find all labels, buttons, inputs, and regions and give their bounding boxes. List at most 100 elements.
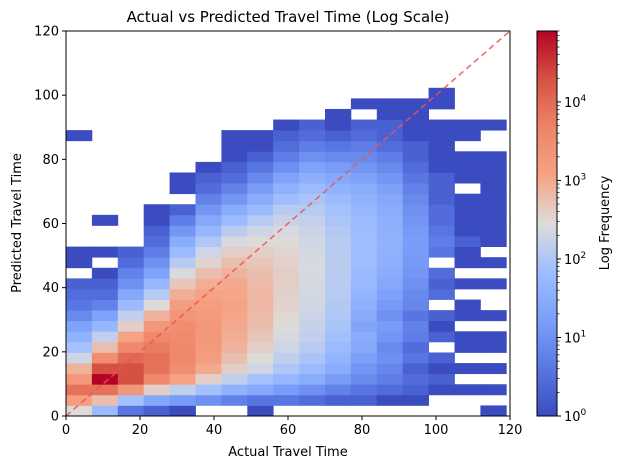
y-tick-label: 100 (34, 89, 59, 104)
colorbar-tick-base: 10 (564, 96, 581, 111)
heatmap-cell (299, 331, 326, 343)
heatmap-cell (350, 130, 378, 142)
heatmap-cell (195, 278, 222, 290)
heatmap-cell (350, 214, 378, 226)
heatmap-cell (350, 172, 378, 184)
heatmap-cell (350, 299, 378, 311)
heatmap-cell (350, 119, 378, 131)
heatmap-cell (221, 225, 248, 237)
heatmap-cell (428, 331, 455, 343)
heatmap-cell (402, 214, 429, 226)
heatmap-cell (325, 119, 352, 131)
heatmap-cell (91, 267, 119, 279)
heatmap-cell (221, 214, 248, 226)
heatmap-cell (247, 225, 274, 237)
heatmap-cell (428, 214, 455, 226)
y-axis: 0 20 40 60 80 100 120 (34, 25, 66, 425)
heatmap-cell (299, 193, 326, 205)
heatmap-cell (221, 310, 248, 322)
heatmap-cell (195, 193, 222, 205)
heatmap-cell (195, 310, 222, 322)
heatmap-cell (247, 405, 274, 416)
heatmap-cell (247, 394, 274, 406)
heatmap-cell (247, 236, 274, 247)
heatmap-cell (480, 151, 507, 163)
heatmap-cell (454, 384, 481, 396)
heatmap-cell (195, 161, 222, 173)
heatmap-cell (428, 98, 455, 110)
heatmap-cell (350, 183, 378, 195)
heatmap-cell (428, 246, 455, 258)
heatmap-cell (428, 384, 455, 396)
heatmap-cell (376, 204, 404, 216)
x-tick-label: 80 (354, 423, 371, 438)
heatmap-cell (299, 373, 326, 385)
heatmap-cell (299, 267, 326, 279)
heatmap-cell (273, 331, 300, 343)
heatmap-cell (143, 257, 170, 269)
heatmap-cell (350, 161, 378, 173)
heatmap-cell (480, 161, 507, 173)
heatmap-cell (91, 299, 119, 311)
heatmap-cell (376, 225, 404, 237)
heatmap-cell (273, 384, 300, 396)
heatmap-cell (221, 246, 248, 258)
heatmap-cell (273, 204, 300, 216)
heatmap-cell (273, 257, 300, 269)
heatmap-cell (428, 278, 455, 290)
heatmap-cell (169, 299, 196, 311)
heatmap-cell (325, 140, 352, 152)
heatmap-cell (195, 257, 222, 269)
heatmap-cell (273, 267, 300, 279)
heatmap-cell (299, 257, 326, 269)
heatmap-cell (299, 363, 326, 375)
x-axis: 0 20 40 60 80 100 120 (62, 416, 522, 438)
x-tick-label: 40 (206, 423, 223, 438)
heatmap-cell (454, 161, 481, 173)
reference-diagonal-line (65, 30, 511, 417)
heatmap-cell (480, 310, 507, 322)
x-tick-label: 60 (280, 423, 297, 438)
heatmap-cell (325, 288, 352, 300)
heatmap-cell (325, 172, 352, 184)
heatmap-cell (480, 257, 507, 269)
heatmap-cell (480, 384, 507, 396)
heatmap-cell (143, 236, 170, 247)
y-tick-label: 20 (42, 345, 59, 360)
heatmap-cell (480, 172, 507, 184)
heatmap-cell (66, 363, 93, 375)
heatmap-cell (428, 225, 455, 237)
heatmap-cell (480, 214, 507, 226)
heatmap-cell (247, 183, 274, 195)
heatmap-cell (195, 214, 222, 226)
heatmap-cell (273, 172, 300, 184)
heatmap-cell (91, 246, 119, 258)
colorbar-tick-base: 10 (564, 410, 581, 425)
heatmap-cell (247, 130, 274, 142)
x-axis-label: Actual Travel Time (228, 445, 347, 460)
heatmap-cell (273, 394, 300, 406)
heatmap-cell (195, 204, 222, 216)
heatmap-cell (221, 394, 248, 406)
heatmap-cell (428, 310, 455, 322)
heatmap-cell (169, 257, 196, 269)
heatmap-cell (299, 278, 326, 290)
colorbar-tick-exponent: 0 (581, 408, 587, 418)
heatmap-cell (350, 320, 378, 332)
heatmap-cell (273, 299, 300, 311)
heatmap-cell (299, 183, 326, 195)
heatmap-cell (299, 172, 326, 184)
heatmap-cell (454, 246, 481, 258)
heatmap-cell (221, 320, 248, 332)
heatmap-cell (480, 183, 507, 195)
heatmap-cell (273, 373, 300, 385)
heatmap-cell (350, 373, 378, 385)
heatmap-cell (273, 310, 300, 322)
heatmap-cell (169, 373, 196, 385)
heatmap-cell (402, 204, 429, 216)
heatmap-cell (117, 341, 145, 353)
heatmap-cell (247, 384, 274, 396)
heatmap-cell (376, 373, 404, 385)
heatmap-cell (273, 246, 300, 258)
colorbar-tick-exponent: 3 (581, 172, 587, 182)
